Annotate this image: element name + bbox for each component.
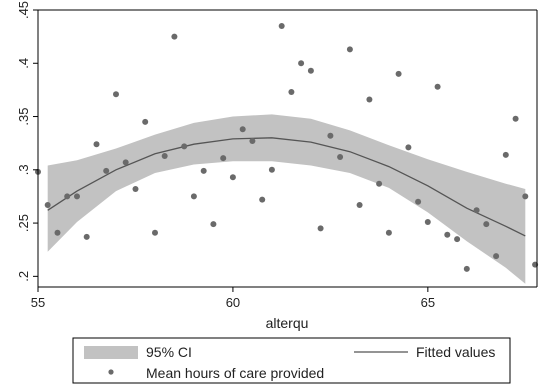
data-point (317, 225, 324, 232)
data-point (44, 202, 51, 208)
data-point (307, 67, 314, 74)
data-point (93, 141, 100, 148)
data-point (210, 221, 217, 228)
data-point (132, 186, 139, 192)
data-point (181, 143, 188, 150)
data-point (356, 202, 363, 208)
x-tick-label: 65 (421, 295, 435, 310)
data-point (444, 231, 451, 238)
data-point (395, 70, 402, 77)
legend-ci-swatch (84, 346, 138, 359)
x-axis-title: alterqu (266, 315, 309, 331)
data-point (259, 196, 266, 203)
data-point (473, 207, 480, 214)
data-point (376, 180, 383, 187)
data-point (424, 219, 431, 225)
data-point (268, 166, 275, 173)
data-point (337, 154, 344, 160)
data-point (327, 132, 334, 139)
data-point (83, 233, 90, 240)
data-point (454, 236, 461, 243)
data-point (229, 174, 236, 181)
data-point (239, 126, 246, 133)
data-point (278, 23, 285, 29)
plot-area (35, 23, 539, 284)
axes: 55 60 65 .2 .25 .3 .35 .4 .45 alterqu (16, 1, 538, 331)
data-point (74, 193, 80, 200)
data-point (113, 91, 119, 98)
data-point (483, 221, 490, 228)
data-point (161, 153, 168, 159)
y-tick-label: .2 (16, 271, 31, 282)
legend-points-marker (108, 369, 114, 375)
data-point (434, 83, 441, 90)
legend-box (72, 337, 511, 384)
data-point (385, 229, 392, 236)
data-point (366, 96, 373, 103)
data-point (142, 118, 149, 125)
data-point (171, 33, 178, 40)
y-tick-label: .35 (16, 107, 31, 125)
x-tick-label: 55 (31, 295, 45, 310)
data-point (64, 193, 71, 200)
data-point (288, 89, 295, 95)
data-point (190, 193, 197, 200)
data-point (502, 151, 509, 158)
y-tick-label: .4 (16, 58, 31, 69)
y-tick-label: .25 (16, 214, 31, 232)
y-tick-label: .3 (16, 164, 31, 175)
data-point (346, 46, 353, 53)
legend-ci-label: 95% CI (146, 344, 192, 360)
scatter-points (35, 23, 539, 272)
legend-points-label: Mean hours of care provided (146, 365, 324, 381)
data-point (512, 115, 519, 122)
data-point (463, 265, 470, 272)
x-tick-label: 60 (226, 295, 240, 310)
data-point (103, 167, 110, 174)
fitted-values-line (47, 137, 526, 237)
y-ticks: .2 .25 .3 .35 .4 .45 (16, 1, 38, 282)
data-point (152, 229, 158, 236)
data-point (493, 253, 500, 260)
data-point (249, 138, 256, 144)
data-point (200, 167, 207, 174)
data-point (298, 60, 305, 67)
data-point (415, 198, 422, 205)
y-tick-label: .45 (16, 1, 31, 19)
data-point (54, 229, 61, 236)
data-point (122, 159, 129, 166)
data-point (522, 193, 529, 200)
legend: 95% CI Fitted values Mean hours of care … (72, 337, 511, 384)
x-ticks: 55 60 65 (31, 287, 435, 310)
data-point (405, 144, 412, 151)
data-point (220, 155, 227, 162)
legend-fit-label: Fitted values (416, 344, 495, 360)
